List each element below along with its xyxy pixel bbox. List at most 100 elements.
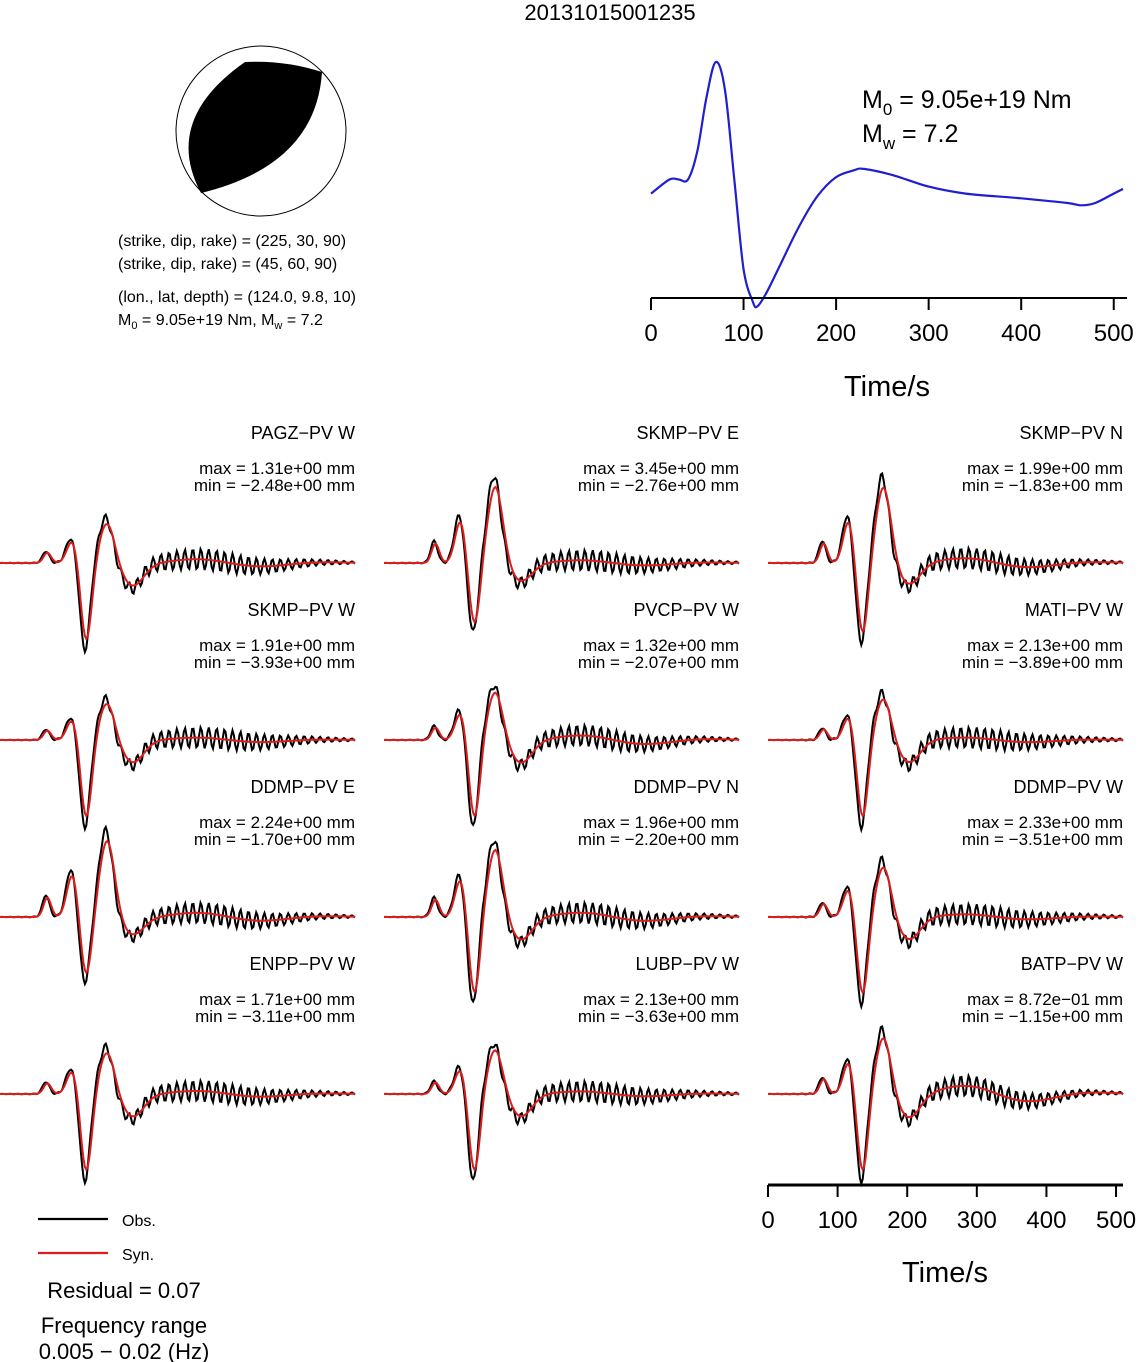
moment-mw-value: 7.2 [301, 312, 323, 329]
syn-trace [0, 522, 355, 641]
station-min-label: min = −1.83e+00 mm [962, 476, 1123, 495]
frequency-title: Frequency range [41, 1313, 207, 1338]
station-label: ENPP−PV W [249, 954, 355, 974]
residual-text: Residual = 0.07 [47, 1278, 201, 1303]
station-max-label: max = 1.99e+00 mm [967, 459, 1123, 478]
moment-summary: M0 = 9.05e+19 Nm, Mw = 7.2 [118, 312, 323, 332]
stf-mw-value: 7.2 [924, 120, 959, 148]
station-max-label: max = 2.24e+00 mm [199, 813, 355, 832]
syn-trace [384, 691, 739, 818]
syn-trace [384, 485, 739, 624]
stf-x-tick-label: 500 [1094, 320, 1134, 347]
legend-obs-label: Obs. [122, 1213, 156, 1230]
syn-trace [0, 703, 355, 819]
plane2-text: (strike, dip, rake) = (45, 60, 90) [118, 256, 337, 273]
obs-trace [0, 1041, 356, 1187]
stf-chart: 0 100 200 300 400 500 Time/s [644, 60, 1134, 403]
station-max-label: max = 1.71e+00 mm [199, 990, 355, 1009]
waveform-x-tick-label: 300 [957, 1207, 997, 1234]
obs-trace [383, 685, 740, 827]
station-min-label: min = −3.51e+00 mm [962, 830, 1123, 849]
frequency-value: 0.005 − 0.02 (Hz) [39, 1339, 210, 1362]
station-max-label: max = 2.13e+00 mm [583, 990, 739, 1009]
stf-x-tick-label: 0 [644, 320, 657, 347]
moment-sep: , [252, 312, 261, 329]
waveform-time-axis: 0 100 200 300 400 500 Time/s [761, 1183, 1136, 1289]
station-label: LUBP−PV W [635, 954, 739, 974]
station-min-label: min = −2.07e+00 mm [578, 653, 739, 672]
waveform-x-tick-label: 200 [887, 1207, 927, 1234]
station-min-label: min = −3.93e+00 mm [194, 653, 355, 672]
station-label: PVCP−PV W [633, 600, 739, 620]
station-label: SKMP−PV N [1019, 423, 1123, 443]
station-min-label: min = −3.63e+00 mm [578, 1007, 739, 1026]
stf-x-tick-label: 100 [724, 320, 764, 347]
obs-trace [0, 693, 356, 833]
station-max-label: max = 1.91e+00 mm [199, 636, 355, 655]
stf-mw-label: Mw = 7.2 [862, 120, 958, 153]
station-min-label: min = −3.89e+00 mm [962, 653, 1123, 672]
figure-title: 20131015001235 [524, 0, 695, 25]
station-max-label: max = 2.33e+00 mm [967, 813, 1123, 832]
stf-x-tick-label: 200 [816, 320, 856, 347]
station-label: DDMP−PV N [633, 777, 739, 797]
obs-trace [383, 476, 740, 632]
obs-trace [767, 855, 1124, 1011]
station-label: BATP−PV W [1021, 954, 1123, 974]
obs-trace [383, 840, 740, 1004]
stf-m0-value: 9.05e+19 Nm [921, 86, 1072, 114]
syn-trace [0, 839, 356, 975]
station-max-label: max = 8.72e−01 mm [967, 990, 1123, 1009]
location-text: (lon., lat, depth) = (124.0, 9.8, 10) [118, 289, 356, 306]
stf-x-label: Time/s [844, 371, 930, 403]
station-min-label: min = −2.76e+00 mm [578, 476, 739, 495]
obs-trace [383, 1043, 740, 1181]
station-min-label: min = −3.11e+00 mm [195, 1007, 355, 1026]
syn-trace [384, 848, 739, 995]
stf-x-tick-label: 400 [1001, 320, 1041, 347]
plane1-text: (strike, dip, rake) = (225, 30, 90) [118, 233, 346, 250]
station-max-label: max = 3.45e+00 mm [583, 459, 739, 478]
legend-syn-label: Syn. [122, 1247, 154, 1264]
waveform-x-tick-label: 400 [1026, 1207, 1066, 1234]
syn-trace [768, 866, 1123, 995]
obs-trace [767, 471, 1124, 649]
syn-trace [768, 1037, 1123, 1172]
station-min-label: min = −2.48e+00 mm [194, 476, 355, 495]
syn-trace [768, 486, 1123, 634]
obs-trace [0, 512, 356, 656]
waveform-x-tick-label: 100 [818, 1207, 858, 1234]
station-min-label: min = −1.70e+00 mm [194, 830, 355, 849]
station-max-label: max = 1.96e+00 mm [583, 813, 739, 832]
station-label: PAGZ−PV W [251, 423, 355, 443]
station-label: DDMP−PV W [1013, 777, 1123, 797]
waveform-x-tick-label: 0 [761, 1207, 774, 1234]
legend: Obs. Syn. [38, 1213, 156, 1264]
station-label: SKMP−PV W [247, 600, 355, 620]
obs-trace [767, 688, 1124, 834]
waveform-x-tick-label: 500 [1096, 1207, 1136, 1234]
syn-trace [768, 698, 1123, 819]
stf-m0-label: M0 = 9.05e+19 Nm [862, 86, 1072, 119]
station-min-label: min = −2.20e+00 mm [578, 830, 739, 849]
station-max-label: max = 2.13e+00 mm [967, 636, 1123, 655]
station-label: DDMP−PV E [250, 777, 355, 797]
station-max-label: max = 1.31e+00 mm [199, 459, 355, 478]
beachball-icon [175, 45, 347, 217]
station-label: SKMP−PV E [636, 423, 739, 443]
waveform-x-label: Time/s [902, 1257, 988, 1289]
